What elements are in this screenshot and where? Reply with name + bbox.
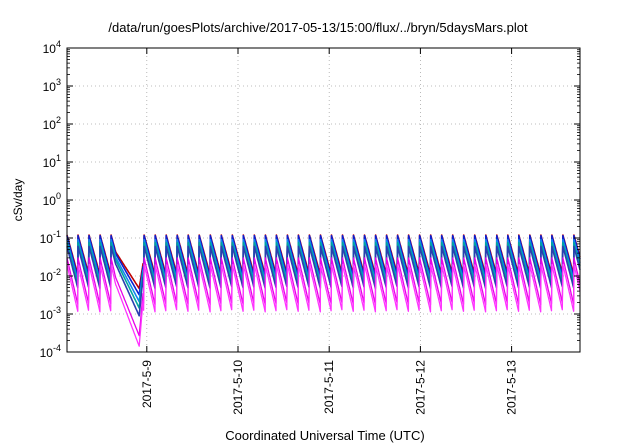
y-tick-label: 101 [43, 153, 61, 170]
y-axis: 10-4 10-3 10-2 10-1 100 101 102 103 104 [40, 39, 580, 360]
series-line [66, 263, 581, 347]
series-line [66, 257, 581, 337]
x-tick-label: 2017-5-11 [322, 360, 336, 414]
y-tick-label: 102 [43, 115, 61, 132]
y-tick-label: 10-1 [40, 229, 61, 246]
x-tick-label: 2017-5-9 [140, 360, 154, 408]
y-tick-label: 100 [43, 191, 61, 208]
y-tick-label: 103 [43, 77, 61, 94]
y-tick-label: 104 [43, 39, 61, 56]
series-line [66, 234, 581, 296]
series-line [66, 241, 581, 309]
x-axis: 2017-5-9 2017-5-10 2017-5-11 2017-5-12 2017-… [140, 48, 519, 415]
y-axis-label: cSv/day [11, 179, 25, 222]
x-tick-label: 2017-5-10 [231, 360, 245, 415]
y-tick-label: 10-2 [40, 267, 61, 284]
x-axis-label: Coordinated Universal Time (UTC) [225, 428, 424, 443]
chart-title: /data/run/goesPlots/archive/2017-05-13/1… [108, 20, 528, 35]
y-tick-label: 10-3 [40, 305, 61, 322]
y-tick-label: 10-4 [40, 343, 61, 360]
series-line [66, 245, 581, 317]
x-tick-label: 2017-5-13 [505, 360, 519, 415]
x-tick-label: 2017-5-12 [413, 360, 427, 415]
series-group [66, 234, 581, 347]
